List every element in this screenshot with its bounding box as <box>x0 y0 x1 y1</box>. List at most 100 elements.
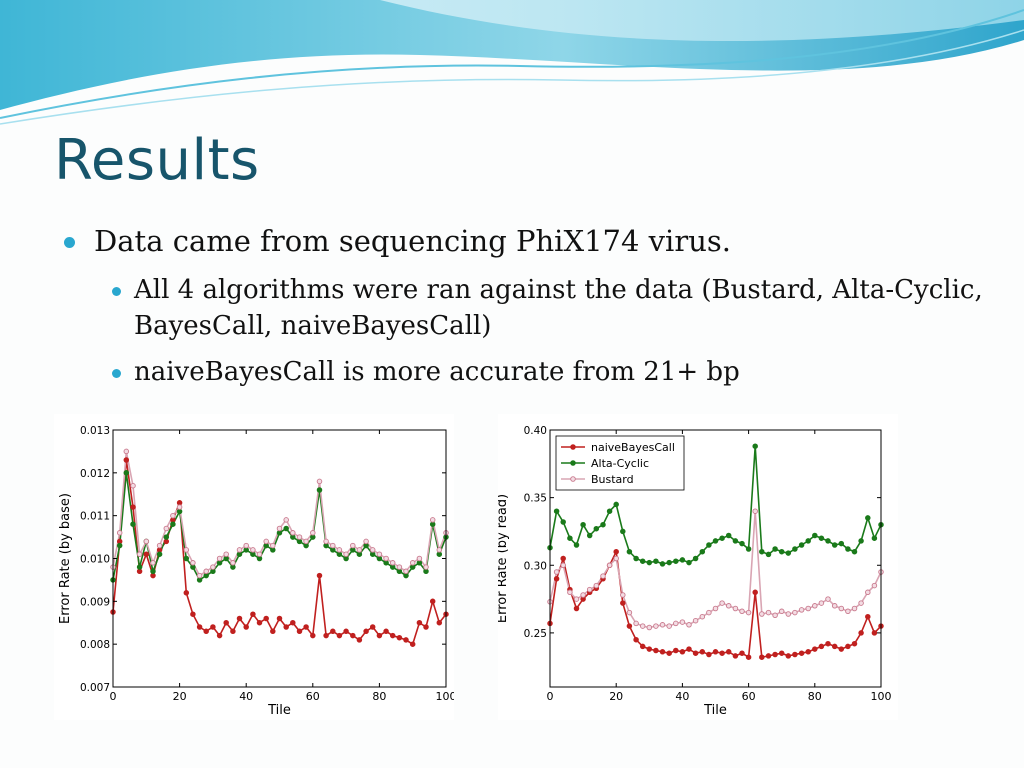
data-point <box>196 572 203 579</box>
x-tick-label: 60 <box>306 690 320 703</box>
y-tick-label: 0.008 <box>80 639 110 651</box>
data-point <box>845 643 851 650</box>
data-point <box>666 623 672 629</box>
data-point <box>613 555 619 562</box>
data-point <box>560 519 566 525</box>
data-point <box>190 611 196 617</box>
data-point <box>270 542 276 549</box>
data-point <box>130 504 136 510</box>
bullet-level-1: Data came from sequencing PhiX174 virus. <box>62 222 1002 260</box>
legend-swatch-marker <box>570 476 576 482</box>
series-line-2 <box>112 451 447 577</box>
data-point <box>772 651 778 658</box>
data-point <box>363 538 369 545</box>
data-point <box>871 630 878 636</box>
data-point <box>573 596 580 602</box>
y-tick-label: 0.25 <box>524 628 547 640</box>
y-tick-label: 0.013 <box>80 425 110 437</box>
x-tick-label: 80 <box>372 690 386 703</box>
y-tick-label: 0.012 <box>80 468 110 480</box>
data-point <box>580 521 586 528</box>
data-point <box>573 542 580 548</box>
y-tick-label: 0.35 <box>524 493 547 505</box>
data-point <box>296 534 303 540</box>
data-point <box>156 551 163 557</box>
data-point <box>851 605 858 612</box>
data-point <box>620 528 626 535</box>
data-point <box>606 562 613 569</box>
data-point <box>250 547 256 553</box>
data-point <box>429 598 436 605</box>
data-point <box>567 589 573 596</box>
bullet-dot-icon <box>64 237 75 248</box>
data-point <box>323 632 329 639</box>
data-point <box>871 535 878 541</box>
data-point <box>163 534 170 540</box>
data-point <box>143 538 150 545</box>
data-point <box>170 521 176 527</box>
data-point <box>573 605 580 612</box>
x-tick-label: 100 <box>871 690 892 703</box>
data-point <box>600 521 606 528</box>
data-point <box>580 592 586 598</box>
data-point <box>818 643 825 650</box>
data-point <box>798 650 805 656</box>
data-point <box>190 560 196 566</box>
data-point <box>283 624 289 630</box>
data-point <box>343 628 349 635</box>
data-point <box>283 525 289 532</box>
y-tick-label: 0.30 <box>524 560 547 572</box>
data-point <box>136 551 143 557</box>
data-point <box>626 623 633 629</box>
y-tick-label: 0.011 <box>80 511 110 523</box>
data-point <box>236 615 243 622</box>
data-point <box>356 637 363 643</box>
data-point <box>613 501 619 508</box>
data-point <box>765 551 772 558</box>
data-point <box>323 538 329 545</box>
data-point <box>236 547 243 553</box>
data-point <box>666 559 672 566</box>
bullet-dot-icon <box>112 287 121 296</box>
data-point <box>719 535 725 541</box>
data-point <box>376 551 383 557</box>
data-point <box>646 646 653 652</box>
data-point <box>310 632 316 639</box>
error-rate-by-base-chart: 0 20 40 60 80 100 0.007 0.008 0.009 0.010 0.011 0.0… <box>54 414 454 720</box>
data-point <box>183 590 190 596</box>
data-point <box>838 646 845 652</box>
data-point <box>183 555 190 562</box>
data-point <box>778 650 785 656</box>
slide-title: Results <box>54 128 260 193</box>
data-point <box>296 628 303 635</box>
data-point <box>409 641 416 647</box>
data-point <box>812 646 818 652</box>
data-point <box>316 478 323 485</box>
data-point <box>725 649 732 655</box>
data-point <box>183 547 190 553</box>
data-point <box>196 624 203 630</box>
data-point <box>845 608 851 615</box>
data-point <box>170 512 176 519</box>
data-point <box>403 637 409 643</box>
data-point <box>725 603 732 609</box>
data-point <box>752 589 758 596</box>
data-point <box>593 525 600 532</box>
data-point <box>679 619 686 625</box>
data-point <box>436 547 443 553</box>
data-point <box>812 532 818 539</box>
x-axis-label: Tile <box>703 703 727 718</box>
data-point <box>123 470 130 476</box>
data-point <box>336 547 343 553</box>
data-point <box>276 615 283 622</box>
data-point <box>163 525 170 532</box>
data-point <box>436 619 443 626</box>
x-tick-label: 100 <box>436 690 455 703</box>
data-point <box>772 546 778 552</box>
data-point <box>567 535 573 541</box>
data-point <box>732 538 739 544</box>
data-point <box>785 550 792 556</box>
y-tick-label: 0.007 <box>80 682 110 694</box>
data-point <box>216 632 223 639</box>
data-point <box>343 551 349 557</box>
